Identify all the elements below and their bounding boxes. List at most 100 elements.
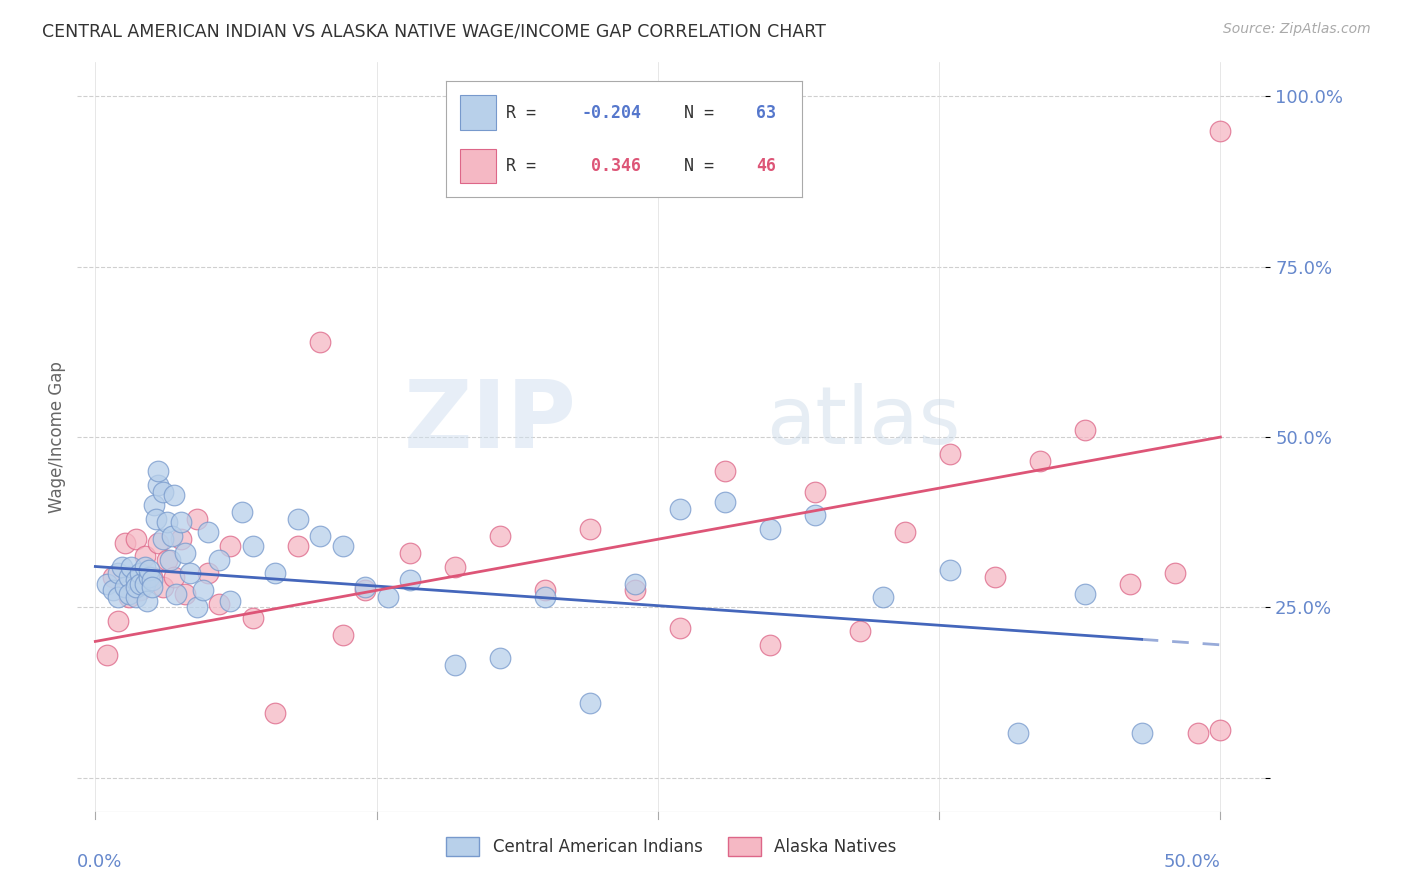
- Point: [939, 563, 962, 577]
- Point: [179, 566, 201, 581]
- Point: [170, 515, 193, 529]
- Point: [489, 651, 512, 665]
- Point: [134, 559, 156, 574]
- Point: [107, 566, 129, 581]
- Point: [242, 610, 264, 624]
- Text: 0.0%: 0.0%: [77, 853, 122, 871]
- Point: [1007, 726, 1029, 740]
- Point: [141, 573, 163, 587]
- Point: [231, 505, 253, 519]
- Point: [219, 539, 242, 553]
- Text: atlas: atlas: [766, 383, 960, 461]
- Point: [103, 583, 125, 598]
- Point: [399, 546, 422, 560]
- Point: [148, 535, 170, 549]
- Point: [444, 658, 467, 673]
- Point: [118, 587, 141, 601]
- Point: [1029, 454, 1052, 468]
- Point: [669, 501, 692, 516]
- Point: [849, 624, 872, 639]
- Point: [111, 559, 134, 574]
- Text: 50.0%: 50.0%: [1164, 853, 1220, 871]
- Point: [118, 590, 141, 604]
- Point: [156, 552, 179, 566]
- Point: [444, 559, 467, 574]
- Point: [129, 576, 152, 591]
- Point: [138, 563, 160, 577]
- Point: [669, 621, 692, 635]
- Point: [377, 590, 399, 604]
- Point: [159, 552, 181, 566]
- Point: [125, 580, 148, 594]
- Point: [107, 590, 129, 604]
- Point: [136, 593, 159, 607]
- Point: [165, 587, 187, 601]
- Point: [156, 515, 179, 529]
- Point: [287, 539, 309, 553]
- Text: CENTRAL AMERICAN INDIAN VS ALASKA NATIVE WAGE/INCOME GAP CORRELATION CHART: CENTRAL AMERICAN INDIAN VS ALASKA NATIVE…: [42, 22, 827, 40]
- Point: [120, 559, 142, 574]
- Point: [138, 570, 160, 584]
- Point: [534, 583, 557, 598]
- Point: [152, 533, 174, 547]
- Point: [332, 627, 354, 641]
- Point: [174, 587, 197, 601]
- Point: [114, 535, 136, 549]
- Point: [163, 488, 186, 502]
- Point: [134, 576, 156, 591]
- Point: [759, 522, 782, 536]
- Point: [939, 447, 962, 461]
- Point: [489, 529, 512, 543]
- Point: [624, 576, 647, 591]
- Y-axis label: Wage/Income Gap: Wage/Income Gap: [48, 361, 66, 513]
- Point: [125, 590, 148, 604]
- Point: [114, 580, 136, 594]
- Point: [107, 614, 129, 628]
- Point: [141, 580, 163, 594]
- Point: [242, 539, 264, 553]
- Point: [894, 525, 917, 540]
- Point: [264, 566, 287, 581]
- Point: [354, 580, 377, 594]
- Point: [160, 529, 183, 543]
- Point: [1187, 726, 1209, 740]
- Point: [96, 648, 118, 662]
- Text: Source: ZipAtlas.com: Source: ZipAtlas.com: [1223, 22, 1371, 37]
- Point: [1209, 723, 1232, 737]
- Point: [186, 600, 208, 615]
- Point: [208, 597, 231, 611]
- Point: [984, 570, 1007, 584]
- Point: [163, 570, 186, 584]
- Point: [148, 477, 170, 491]
- Point: [152, 580, 174, 594]
- Point: [872, 590, 894, 604]
- Point: [197, 566, 219, 581]
- Point: [96, 576, 118, 591]
- Point: [804, 508, 827, 523]
- Point: [1130, 726, 1153, 740]
- Point: [186, 512, 208, 526]
- Legend: Central American Indians, Alaska Natives: Central American Indians, Alaska Natives: [446, 837, 897, 855]
- Point: [714, 464, 737, 478]
- Point: [309, 334, 332, 349]
- Point: [129, 566, 152, 581]
- Point: [125, 573, 148, 587]
- Point: [148, 464, 170, 478]
- Point: [624, 583, 647, 598]
- Point: [399, 573, 422, 587]
- Point: [152, 484, 174, 499]
- Point: [579, 696, 602, 710]
- Point: [141, 570, 163, 584]
- Point: [193, 583, 215, 598]
- Point: [170, 533, 193, 547]
- Point: [208, 552, 231, 566]
- Point: [579, 522, 602, 536]
- Point: [219, 593, 242, 607]
- Point: [534, 590, 557, 604]
- Point: [804, 484, 827, 499]
- Point: [309, 529, 332, 543]
- Point: [197, 525, 219, 540]
- Point: [125, 533, 148, 547]
- Point: [1119, 576, 1142, 591]
- Point: [264, 706, 287, 720]
